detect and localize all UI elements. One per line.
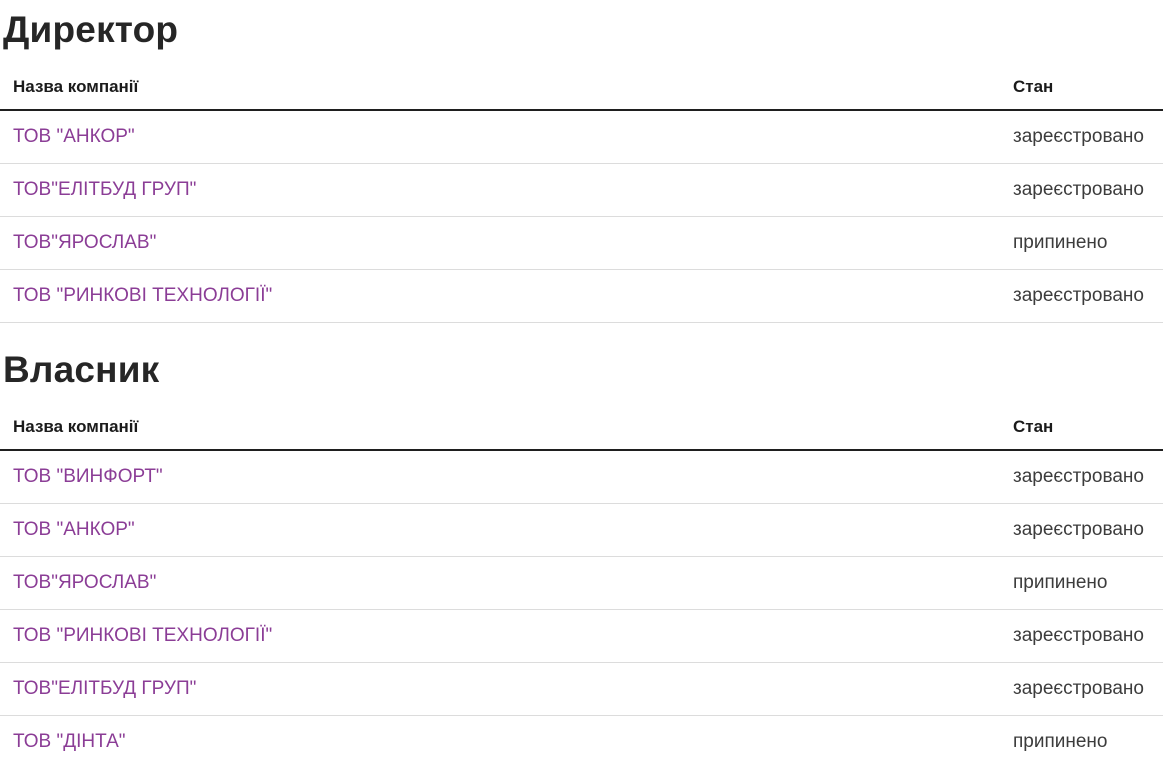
company-link[interactable]: ТОВ "РИНКОВІ ТЕХНОЛОГІЇ" (13, 285, 273, 306)
owner-companies-table: Назва компанії Стан ТОВ "ВИНФОРТ" зареєс… (0, 407, 1163, 759)
company-link[interactable]: ТОВ "ДІНТА" (13, 731, 126, 752)
company-link[interactable]: ТОВ "РИНКОВІ ТЕХНОЛОГІЇ" (13, 625, 273, 646)
status-text: зареєстровано (1013, 126, 1144, 147)
table-row: ТОВ"ЕЛІТБУД ГРУП" зареєстровано (0, 163, 1163, 217)
company-link[interactable]: ТОВ"ЯРОСЛАВ" (13, 572, 157, 593)
section-owner: Власник Назва компанії Стан ТОВ "ВИНФОРТ… (0, 349, 1163, 759)
table-row: ТОВ"ЯРОСЛАВ" припинено (0, 216, 1163, 270)
table-row: ТОВ"ЕЛІТБУД ГРУП" зареєстровано (0, 662, 1163, 716)
section-title-owner: Власник (3, 349, 160, 390)
status-text: зареєстровано (1013, 519, 1144, 540)
status-text: зареєстровано (1013, 466, 1144, 487)
status-text: зареєстровано (1013, 625, 1144, 646)
section-title-director: Директор (3, 9, 179, 50)
status-text: зареєстровано (1013, 678, 1144, 699)
company-link[interactable]: ТОВ"ЕЛІТБУД ГРУП" (13, 678, 197, 699)
column-header-status: Стан (1013, 67, 1163, 111)
director-companies-table: Назва компанії Стан ТОВ "АНКОР" зареєстр… (0, 67, 1163, 323)
company-link[interactable]: ТОВ "ВИНФОРТ" (13, 466, 163, 487)
table-row: ТОВ "РИНКОВІ ТЕХНОЛОГІЇ" зареєстровано (0, 609, 1163, 663)
company-link[interactable]: ТОВ "АНКОР" (13, 519, 135, 540)
table-row: ТОВ "АНКОР" зареєстровано (0, 503, 1163, 557)
table-row: ТОВ "ВИНФОРТ" зареєстровано (0, 450, 1163, 504)
registry-results-page: Директор Назва компанії Стан ТОВ "АНКОР"… (0, 9, 1163, 759)
table-header-row: Назва компанії Стан (0, 407, 1163, 451)
table-row: ТОВ "ДІНТА" припинено (0, 715, 1163, 759)
company-link[interactable]: ТОВ"ЯРОСЛАВ" (13, 232, 157, 253)
table-row: ТОВ"ЯРОСЛАВ" припинено (0, 556, 1163, 610)
status-text: зареєстровано (1013, 179, 1144, 200)
column-header-company-name: Назва компанії (0, 407, 1013, 451)
section-director: Директор Назва компанії Стан ТОВ "АНКОР"… (0, 9, 1163, 323)
company-link[interactable]: ТОВ"ЕЛІТБУД ГРУП" (13, 179, 197, 200)
status-text: припинено (1013, 731, 1108, 752)
table-row: ТОВ "АНКОР" зареєстровано (0, 110, 1163, 164)
status-text: припинено (1013, 572, 1108, 593)
table-row: ТОВ "РИНКОВІ ТЕХНОЛОГІЇ" зареєстровано (0, 269, 1163, 323)
column-header-status: Стан (1013, 407, 1163, 451)
status-text: зареєстровано (1013, 285, 1144, 306)
status-text: припинено (1013, 232, 1108, 253)
column-header-company-name: Назва компанії (0, 67, 1013, 111)
company-link[interactable]: ТОВ "АНКОР" (13, 126, 135, 147)
table-header-row: Назва компанії Стан (0, 67, 1163, 111)
